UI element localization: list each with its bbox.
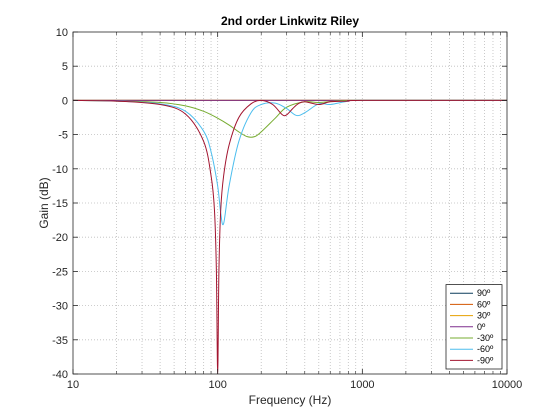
y-tick-label: 10: [56, 27, 68, 39]
y-tick-label: -25: [52, 266, 68, 278]
ticks: 10 100 1000 10000 10 5 0 -5 -10 -15 -20 -25 -30 -35 -4…: [52, 27, 522, 391]
series-lines: [73, 99, 507, 374]
y-tick-label: -20: [52, 232, 68, 244]
y-axis-label: Gain (dB): [37, 177, 51, 228]
legend-label: 90º: [477, 288, 491, 298]
y-tick-label: 5: [62, 61, 68, 73]
chart-title: 2nd order Linkwitz Riley: [221, 14, 359, 28]
series-line-6: [73, 99, 507, 374]
y-tick-label: -15: [52, 198, 68, 210]
y-tick-label: -40: [52, 369, 68, 381]
x-tick-label: 10: [67, 379, 79, 391]
x-axis-label: Frequency (Hz): [249, 393, 332, 407]
y-tick-label: 0: [62, 95, 68, 107]
series-line-5: [73, 99, 507, 226]
x-tick-label: 10000: [492, 379, 523, 391]
y-tick-label: -10: [52, 164, 68, 176]
legend-label: -60º: [477, 344, 494, 354]
legend-label: 60º: [477, 299, 491, 309]
legend-label: -90º: [477, 355, 494, 365]
y-tick-label: -30: [52, 301, 68, 313]
x-tick-label: 1000: [350, 379, 374, 391]
legend-label: 30º: [477, 311, 491, 321]
x-tick-label: 100: [208, 379, 226, 391]
legend-label: 0º: [477, 322, 486, 332]
y-tick-label: -5: [58, 130, 68, 142]
y-tick-label: -35: [52, 335, 68, 347]
legend-label: -30º: [477, 333, 494, 343]
